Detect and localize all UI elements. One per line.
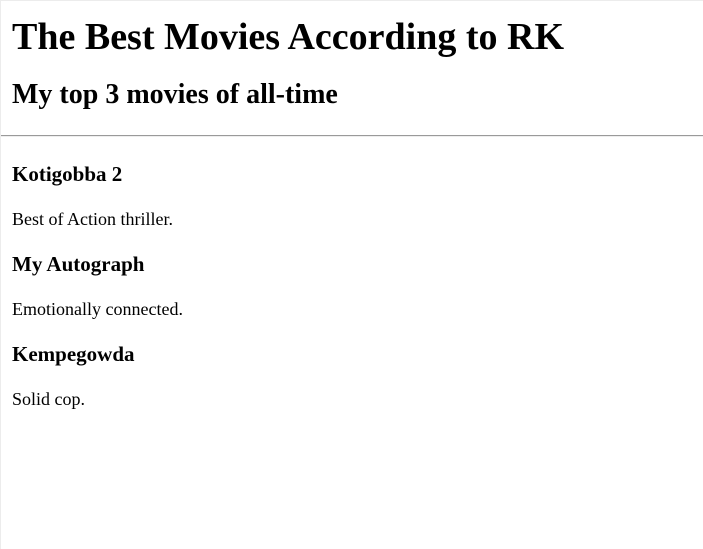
page-title: The Best Movies According to RK <box>12 16 565 58</box>
movie-title: Kempegowda <box>12 342 135 366</box>
movie-description: Emotionally connected. <box>12 299 183 319</box>
movie-description: Solid cop. <box>12 389 86 409</box>
movie-title: My Autograph <box>12 252 145 276</box>
movie-item: Kotigobba 2 Best of Action thriller. <box>12 137 703 230</box>
page-subtitle: My top 3 movies of all-time <box>12 79 338 110</box>
movie-item: Kempegowda Solid cop. <box>12 320 703 410</box>
movie-title: Kotigobba 2 <box>12 162 123 186</box>
movie-description: Best of Action thriller. <box>12 209 173 229</box>
section-divider <box>1 135 703 137</box>
page-content: The Best Movies According to RK My top 3… <box>1 1 703 410</box>
movie-item: My Autograph Emotionally connected. <box>12 230 703 320</box>
